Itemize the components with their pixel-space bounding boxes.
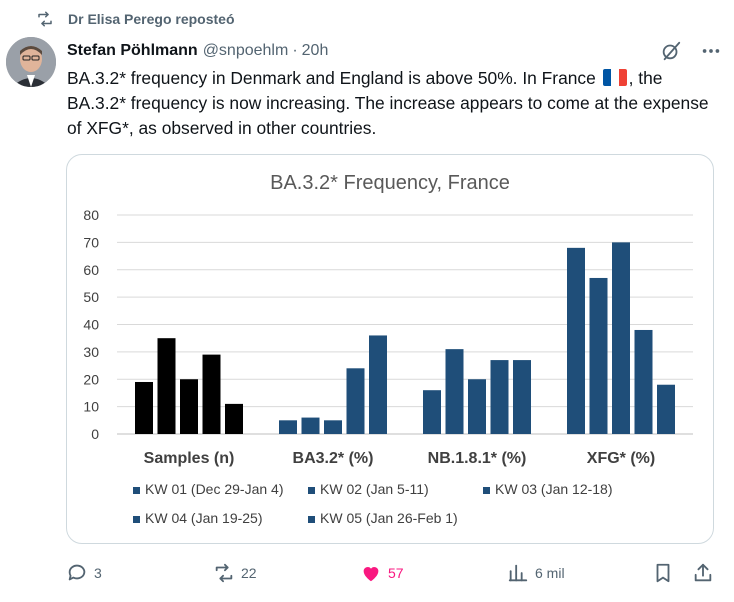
repost-indicator: Dr Elisa Perego reposteó — [36, 10, 235, 28]
legend-label: KW 01 (Dec 29-Jan 4) — [145, 481, 284, 497]
bar — [346, 368, 365, 434]
y-tick-label: 0 — [91, 426, 99, 442]
y-tick-label: 50 — [83, 289, 99, 305]
bar — [445, 349, 464, 434]
separator: · — [292, 42, 298, 59]
x-category-label: XFG* (%) — [587, 450, 655, 467]
bar — [612, 242, 630, 434]
repost-button[interactable]: 22 — [213, 562, 257, 584]
bookmark-button[interactable] — [652, 562, 674, 584]
bar — [589, 277, 608, 434]
x-category-label: Samples (n) — [144, 450, 235, 467]
avatar[interactable] — [6, 37, 56, 87]
heart-icon — [363, 567, 379, 582]
repost-count: 22 — [241, 565, 257, 581]
repost-action-icon — [215, 563, 233, 583]
x-category-label: NB.1.8.1* (%) — [428, 450, 527, 467]
view-count: 6 mil — [535, 565, 565, 581]
bar — [369, 335, 387, 434]
bar — [490, 360, 509, 434]
tweet-image[interactable]: BA.3.2* Frequency, France 0 10 20 30 40 50 60 70… — [66, 154, 714, 544]
share-button[interactable] — [692, 562, 714, 584]
share-icon — [694, 563, 712, 582]
legend-label: KW 02 (Jan 5-11) — [320, 481, 429, 497]
reply-count: 3 — [94, 565, 102, 581]
legend-swatch — [308, 516, 315, 523]
bookmark-icon — [656, 563, 670, 583]
bar — [301, 417, 320, 434]
bar — [180, 379, 198, 434]
bar — [135, 381, 153, 434]
legend-swatch — [133, 516, 140, 523]
bar-chart: BA.3.2* Frequency, France 0 10 20 30 40 50 60 70… — [83, 172, 693, 526]
bar — [567, 247, 585, 434]
legend-label: KW 05 (Jan 26-Feb 1) — [320, 510, 458, 526]
grok-icon[interactable] — [660, 40, 682, 62]
views-button[interactable]: 6 mil — [507, 562, 565, 584]
tweet-text: BA.3.2* frequency in Denmark and England… — [67, 66, 717, 141]
legend-label: KW 04 (Jan 19-25) — [145, 510, 263, 526]
bar — [202, 354, 221, 434]
legend-label: KW 03 (Jan 12-18) — [495, 481, 613, 497]
bar — [468, 379, 486, 434]
analytics-icon — [508, 564, 528, 582]
author-handle[interactable]: @snpoehlm — [202, 42, 289, 59]
bar — [279, 420, 297, 434]
y-tick-label: 60 — [83, 262, 99, 278]
france-flag-icon — [602, 69, 627, 86]
bar — [324, 420, 342, 434]
bar — [657, 384, 675, 434]
y-tick-label: 10 — [83, 399, 99, 415]
reply-icon — [68, 564, 86, 581]
y-tick-label: 70 — [83, 234, 99, 250]
bar — [513, 360, 531, 434]
bar — [423, 390, 441, 434]
tweet-text-part2: , the BA.3.2* frequency is now increasin… — [67, 68, 709, 138]
chart-title: BA.3.2* Frequency, France — [270, 172, 510, 194]
y-tick-label: 20 — [83, 371, 99, 387]
tweet-text-part1: BA.3.2* frequency in Denmark and England… — [67, 68, 601, 88]
repost-label: Dr Elisa Perego reposteó — [68, 11, 235, 27]
author-name[interactable]: Stefan Pöhlmann — [67, 42, 198, 59]
action-bar: 3 22 57 6 mil — [66, 560, 716, 588]
x-category-label: BA3.2* (%) — [293, 450, 374, 467]
timestamp[interactable]: 20h — [301, 42, 329, 59]
legend-swatch — [133, 487, 140, 494]
repost-icon — [38, 11, 52, 27]
y-tick-label: 30 — [83, 344, 99, 360]
y-tick-label: 40 — [83, 317, 99, 333]
legend-swatch — [308, 487, 315, 494]
bar — [634, 329, 653, 434]
more-options-icon[interactable] — [700, 40, 722, 62]
y-tick-label: 80 — [83, 207, 99, 223]
legend-swatch — [483, 487, 490, 494]
reply-button[interactable]: 3 — [66, 562, 102, 584]
like-count: 57 — [388, 565, 404, 581]
like-button[interactable]: 57 — [360, 562, 404, 584]
bar — [225, 403, 243, 434]
tweet-header: Stefan Pöhlmann @snpoehlm · 20h — [67, 40, 722, 62]
bar — [157, 338, 176, 434]
